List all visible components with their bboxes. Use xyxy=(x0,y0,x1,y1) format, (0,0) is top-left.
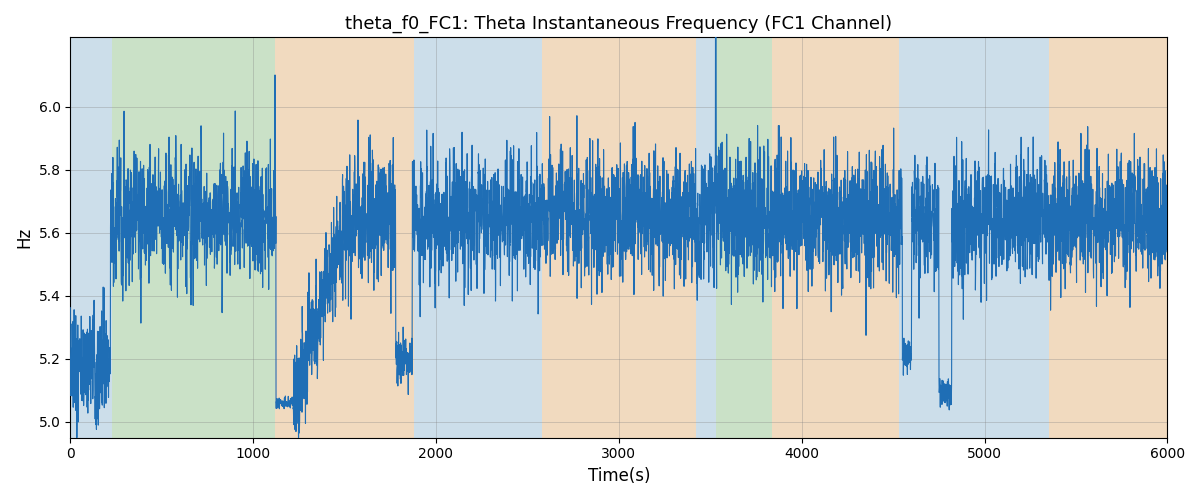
Bar xyxy=(275,38,414,438)
Bar xyxy=(414,38,542,438)
Bar xyxy=(113,38,275,438)
Bar xyxy=(1049,38,1168,438)
Bar xyxy=(542,38,696,438)
Bar xyxy=(899,38,952,438)
Bar xyxy=(696,38,715,438)
Bar xyxy=(71,38,113,438)
Bar xyxy=(773,38,899,438)
Title: theta_f0_FC1: Theta Instantaneous Frequency (FC1 Channel): theta_f0_FC1: Theta Instantaneous Freque… xyxy=(346,15,893,34)
Bar xyxy=(715,38,773,438)
X-axis label: Time(s): Time(s) xyxy=(588,467,650,485)
Bar xyxy=(952,38,1049,438)
Y-axis label: Hz: Hz xyxy=(16,227,34,248)
